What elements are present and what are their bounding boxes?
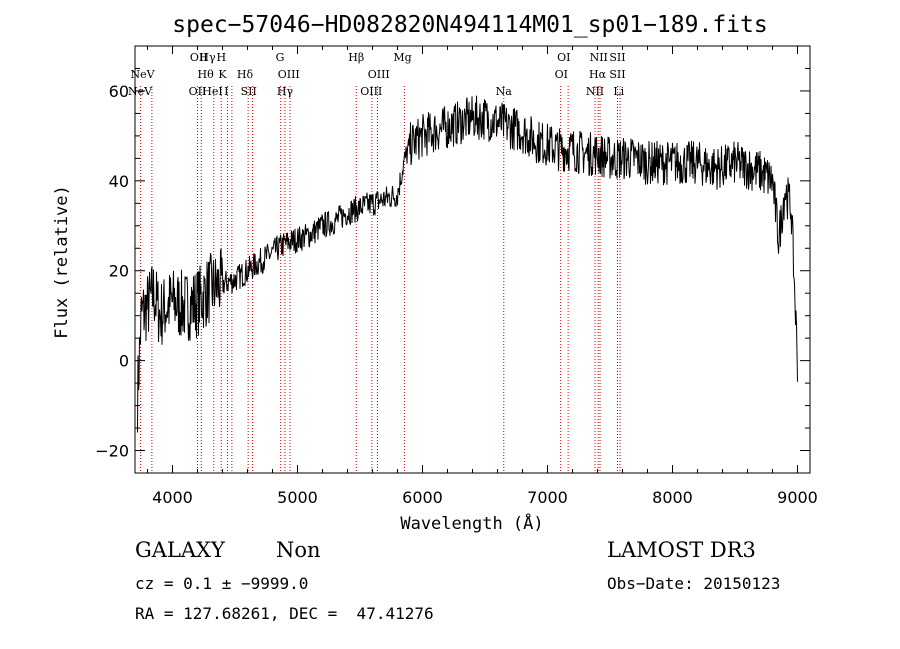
spectral-line-label-9: I: [224, 85, 228, 98]
y-tick-label-40: 40: [109, 172, 129, 191]
x-tick-label-5000: 5000: [277, 488, 318, 507]
spectral-line-label-5: Hθ: [198, 68, 215, 81]
x-tick-label-9000: 9000: [777, 488, 818, 507]
spectral-line-label-27: Li: [613, 85, 624, 98]
spectral-line-label-18: Mg: [393, 51, 411, 64]
spectral-line-label-0: NeV: [130, 68, 155, 81]
chart-title: spec−57046−HD082820N494114M01_sp01−189.f…: [172, 12, 767, 38]
spectral-line-label-25: SII: [609, 51, 625, 64]
spectral-line-label-6: HeI: [202, 85, 222, 98]
x-tick-label-7000: 7000: [527, 488, 568, 507]
spectral-line-label-21: OI: [555, 68, 568, 81]
y-tick-label-20: 20: [109, 262, 129, 281]
coordinates-readout: RA = 127.68261, DEC = 47.41276: [135, 604, 434, 623]
x-axis-ticks: 4000 5000 6000 7000 8000 9000: [147, 46, 818, 507]
spectral-line-label-15: Hβ: [348, 51, 364, 64]
spectral-line-label-20: OI: [557, 51, 570, 64]
x-tick-label-6000: 6000: [402, 488, 443, 507]
spectrum-chart: spec−57046−HD082820N494114M01_sp01−189.f…: [52, 12, 818, 534]
spectral-line-label-7: H: [216, 51, 226, 64]
redshift-readout: cz = 0.1 ± −9999.0: [135, 574, 309, 593]
spectral-line-label-24: NII: [586, 85, 604, 98]
y-axis-label: Flux (relative): [52, 185, 72, 339]
x-axis-label: Wavelength (Å): [400, 512, 543, 534]
spectral-line-label-23: Hα: [589, 68, 607, 81]
spectral-line-label-1: NeV: [128, 85, 153, 98]
object-class: GALAXY: [135, 538, 225, 562]
spectral-line-label-14: Hγ: [277, 85, 294, 98]
spectral-line-label-16: OIII: [368, 68, 390, 81]
object-subclass: Non: [276, 538, 321, 562]
x-tick-label-8000: 8000: [652, 488, 693, 507]
y-tick-label--20: −20: [95, 442, 129, 461]
spectral-line-label-22: NII: [590, 51, 608, 64]
y-axis-ticks: −20 0 20 40 60: [95, 45, 810, 474]
spectral-line-label-8: K: [218, 68, 227, 81]
x-tick-label-4000: 4000: [152, 488, 193, 507]
spectral-line-label-19: Na: [496, 85, 513, 98]
spectral-line-label-26: SII: [609, 68, 625, 81]
spectral-line-label-10: Hδ: [237, 68, 254, 81]
spectral-line-label-11: SII: [241, 85, 257, 98]
y-tick-label-60: 60: [109, 82, 129, 101]
spectral-line-label-12: G: [276, 51, 285, 64]
survey-name: LAMOST DR3: [607, 538, 756, 562]
spectral-line-label-4: Hγ: [199, 51, 216, 64]
spectral-line-label-2: OII: [190, 51, 208, 64]
spectral-line-label-13: OIII: [278, 68, 300, 81]
y-tick-label-0: 0: [119, 352, 129, 371]
spectral-line-labels: NeVNeVOIIOIIHγHθHeIHKIHδSIIGOIIIHγHβOIII…: [128, 51, 626, 98]
spectral-line-label-3: OII: [189, 85, 207, 98]
spectral-line-label-17: OIII: [360, 85, 382, 98]
observation-date: Obs−Date: 20150123: [607, 574, 781, 593]
flux-series-line: [137, 95, 798, 433]
